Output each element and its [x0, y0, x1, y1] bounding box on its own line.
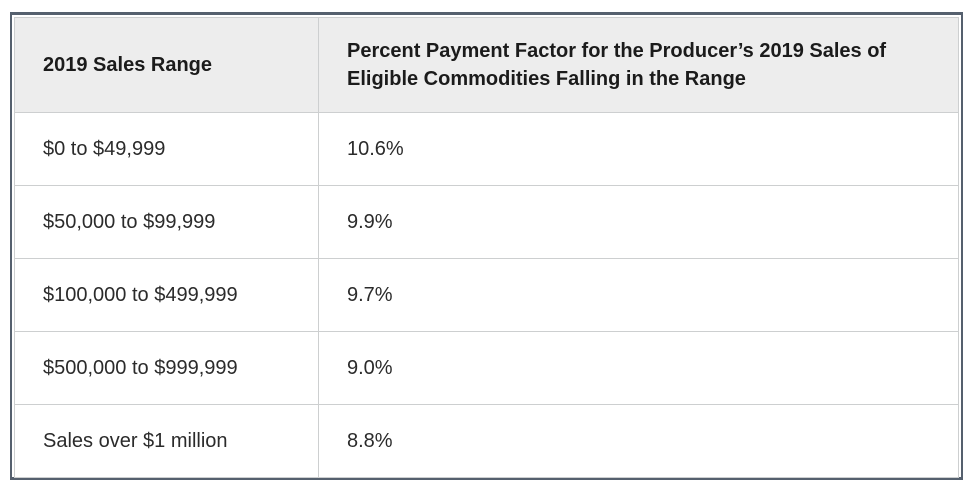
payment-factor-table: 2019 Sales Range Percent Payment Factor …: [14, 17, 959, 478]
sales-range-cell: Sales over $1 million: [14, 404, 319, 478]
table-row: $500,000 to $999,999 9.0%: [14, 331, 959, 405]
payment-factor-cell: 10.6%: [318, 112, 959, 186]
payment-factor-cell: 9.0%: [318, 331, 959, 405]
sales-range-cell: $500,000 to $999,999: [14, 331, 319, 405]
sales-range-cell: $100,000 to $499,999: [14, 258, 319, 332]
column-header-sales-range: 2019 Sales Range: [14, 17, 319, 113]
header-row: 2019 Sales Range Percent Payment Factor …: [14, 17, 959, 113]
sales-range-cell: $50,000 to $99,999: [14, 185, 319, 259]
column-header-payment-factor: Percent Payment Factor for the Producer’…: [318, 17, 959, 113]
table-row: Sales over $1 million 8.8%: [14, 404, 959, 478]
table-row: $0 to $49,999 10.6%: [14, 112, 959, 186]
payment-factor-cell: 8.8%: [318, 404, 959, 478]
table-row: $50,000 to $99,999 9.9%: [14, 185, 959, 259]
payment-factor-cell: 9.7%: [318, 258, 959, 332]
payment-factor-cell: 9.9%: [318, 185, 959, 259]
sales-range-cell: $0 to $49,999: [14, 112, 319, 186]
table-row: $100,000 to $499,999 9.7%: [14, 258, 959, 332]
payment-factor-table-frame: 2019 Sales Range Percent Payment Factor …: [10, 12, 963, 480]
